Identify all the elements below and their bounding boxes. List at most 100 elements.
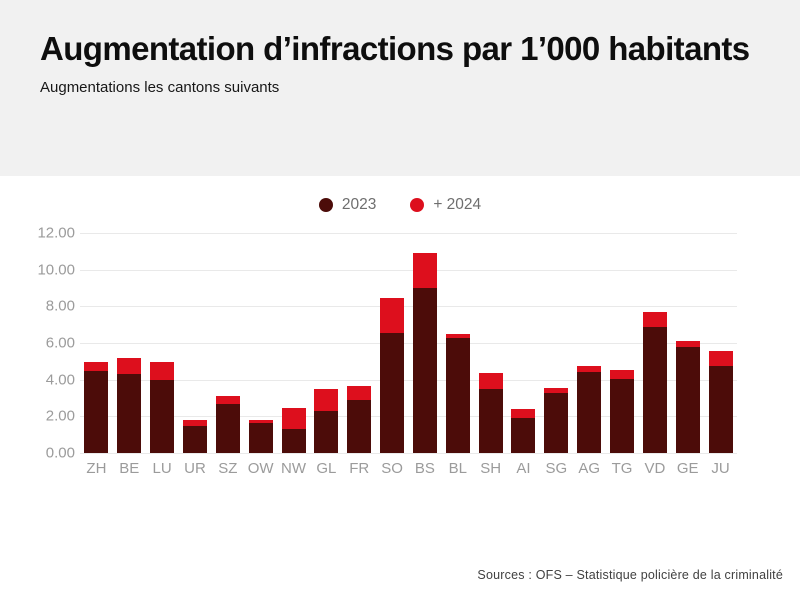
x-tick-label-sg: SG [545,460,568,477]
x-tick-label-zh: ZH [86,460,107,477]
x-tick-label-be: BE [119,460,140,477]
bar-ju [708,351,733,453]
bar-segment-2024 [610,369,635,379]
page-subtitle: Augmentations les cantons suivants [40,78,280,96]
gridline [80,416,737,418]
bar-segment-2023 [150,379,175,453]
bar-segment-2023 [248,422,273,453]
bar-bs [412,253,437,453]
y-tick-label: 0.00 [45,444,75,462]
bar-segment-2023 [610,378,635,453]
bar-ag [577,365,602,453]
bar-sh [478,373,503,453]
x-tick-label-lu: LU [152,460,172,477]
bar-segment-2024 [445,333,470,338]
bar-segment-2024 [150,362,175,380]
x-tick-label-fr: FR [349,460,370,477]
bar-segment-2024 [708,351,733,366]
y-tick-label: 8.00 [45,297,75,315]
x-tick-label-ow: OW [247,460,274,477]
bar-gl [314,388,339,453]
bar-segment-2023 [642,326,667,453]
bar-segment-2023 [314,410,339,453]
bar-segment-2023 [182,426,207,453]
bar-fr [347,386,372,453]
bar-segment-2023 [511,418,536,453]
bar-segment-2023 [577,372,602,453]
x-tick-label-bs: BS [414,460,435,477]
legend-dot-2023-icon [318,198,333,212]
bar-segment-2024 [281,408,306,430]
bar-so [380,298,405,453]
source-note: Sources : OFS – Statistique policière de… [477,568,783,582]
bar-sz [215,396,240,453]
x-axis-labels: ZH BE LU UR SZ OW NW GL FR SO BS BL SH AI SG AG TG VD GE JU [80,460,737,480]
bar-bl [445,333,470,453]
bar-segment-2024 [675,341,700,347]
y-tick-label: 4.00 [45,371,75,389]
x-tick-label-nw: NW [281,460,307,477]
page-title: Augmentation d’infractions par 1’000 hab… [40,30,750,67]
bar-segment-2023 [445,337,470,453]
y-tick-label: 12.00 [37,224,75,242]
gridline [80,306,737,308]
bar-segment-2024 [314,388,339,411]
x-tick-label-ag: AG [578,460,601,477]
bar-lu [150,362,175,453]
bar-segment-2023 [708,365,733,453]
bar-segment-2024 [347,386,372,400]
legend-label-2024: + 2024 [433,196,482,213]
x-tick-label-ju: JU [711,460,730,477]
bar-zh [84,362,109,453]
bar-segment-2023 [347,399,372,453]
bar-segment-2024 [642,311,667,327]
y-axis-labels: 0.00 2.00 4.00 6.00 8.00 10.00 12.00 [0,225,75,462]
x-tick-label-so: SO [381,460,403,477]
bar-nw [281,408,306,453]
x-tick-label-bl: BL [448,460,467,477]
bar-segment-2024 [117,357,142,375]
x-tick-label-sh: SH [480,460,502,477]
plot-area [80,233,737,454]
gridline [80,269,737,271]
bar-segment-2024 [478,373,503,389]
bar-segment-2024 [182,420,207,427]
x-tick-label-ge: GE [676,460,699,477]
x-tick-label-tg: TG [611,460,633,477]
bar-ur [182,420,207,453]
bar-ge [675,341,700,453]
chart-header: Augmentation d’infractions par 1’000 hab… [0,0,800,176]
bar-segment-2023 [544,392,569,453]
chart-legend: 2023 + 2024 [0,196,800,214]
legend-label-2023: 2023 [341,196,377,213]
bar-be [117,357,142,453]
bar-segment-2024 [248,420,273,423]
x-tick-label-sz: SZ [218,460,238,477]
x-tick-label-gl: GL [316,460,337,477]
bar-segment-2024 [412,253,437,288]
x-tick-label-ur: UR [184,460,206,477]
bar-segment-2024 [511,409,536,419]
bar-vd [642,311,667,453]
y-tick-label: 6.00 [45,334,75,352]
y-tick-label: 10.00 [37,261,75,279]
bar-segment-2024 [215,396,240,405]
legend-item-2023: 2023 [318,196,377,214]
bar-segment-2023 [478,388,503,453]
bar-segment-2023 [380,332,405,453]
bar-segment-2024 [84,362,109,372]
bar-segment-2023 [281,429,306,453]
bar-segment-2023 [215,404,240,453]
bar-segment-2023 [84,371,109,453]
bar-ai [511,409,536,453]
legend-item-2024: + 2024 [410,196,481,214]
bar-tg [610,369,635,453]
bar-segment-2024 [544,387,569,393]
bar-segment-2024 [577,365,602,373]
y-tick-label: 2.00 [45,407,75,425]
bar-segment-2024 [380,298,405,333]
bar-sg [544,387,569,453]
gridline [80,343,737,344]
x-tick-label-ai: AI [516,460,531,477]
bar-ow [248,420,273,453]
